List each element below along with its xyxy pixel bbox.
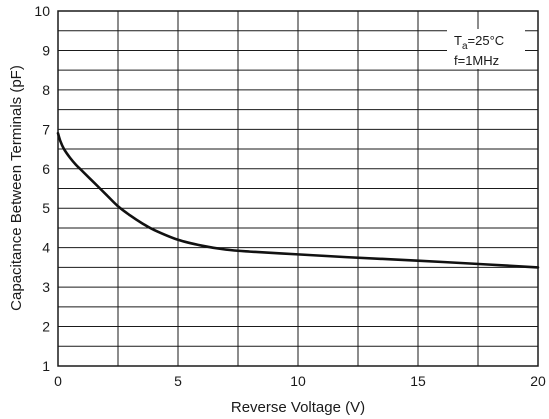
y-tick-label: 1 — [42, 358, 50, 374]
y-tick-label: 5 — [42, 200, 50, 216]
y-tick-label: 7 — [42, 121, 50, 137]
y-tick-label: 3 — [42, 279, 50, 295]
x-tick-label: 10 — [290, 373, 306, 389]
y-tick-label: 10 — [34, 3, 50, 19]
y-tick-label: 8 — [42, 82, 50, 98]
x-tick-labels: 0 5 10 15 20 — [54, 373, 546, 389]
frequency-label: f=1MHz — [454, 53, 499, 68]
x-tick-label: 20 — [530, 373, 546, 389]
y-tick-label: 4 — [42, 240, 50, 256]
y-axis-title: Capacitance Between Terminals (pF) — [8, 65, 25, 311]
x-tick-label: 0 — [54, 373, 62, 389]
conditions-box: Ta=25°C f=1MHz — [447, 29, 525, 69]
capacitance-curve — [56, 131, 540, 269]
x-tick-label: 15 — [410, 373, 426, 389]
y-tick-label: 2 — [42, 319, 50, 335]
ambient-temperature-label: Ta=25°C — [454, 33, 504, 52]
x-axis-title: Reverse Voltage (V) — [231, 399, 365, 416]
x-tick-label: 5 — [174, 373, 182, 389]
y-tick-label: 6 — [42, 161, 50, 177]
plot-frame — [57, 10, 539, 367]
y-tick-label: 9 — [42, 42, 50, 58]
y-tick-labels: 1 2 3 4 5 6 7 8 9 10 — [34, 3, 50, 374]
